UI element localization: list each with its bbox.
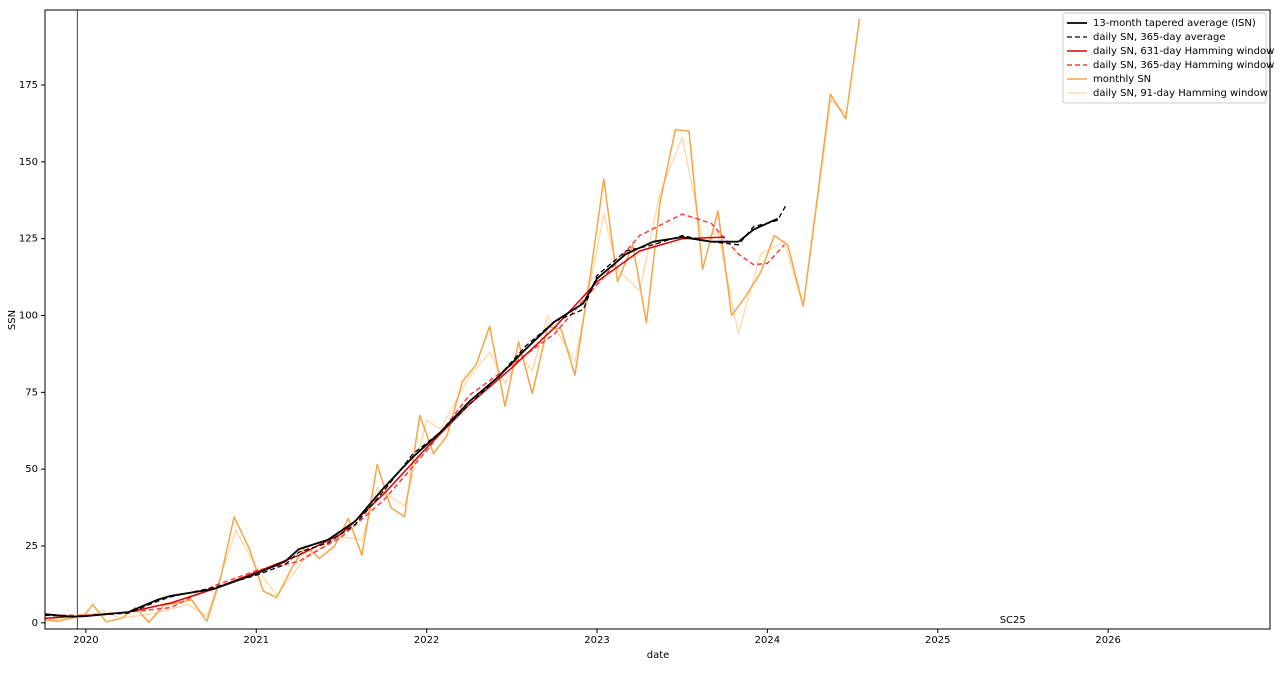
x-axis-label: date	[647, 650, 670, 661]
y-tick-label: 125	[19, 234, 38, 245]
x-tick-label: 2026	[1095, 635, 1120, 646]
x-tick-label: 2022	[414, 635, 439, 646]
x-tick-label: 2021	[244, 635, 269, 646]
legend-label: daily SN, 631-day Hamming window	[1093, 46, 1274, 57]
x-tick-label: 2025	[925, 635, 950, 646]
legend-label: monthly SN	[1093, 74, 1151, 85]
y-tick-label: 175	[19, 80, 38, 91]
legend-label: daily SN, 365-day average	[1093, 32, 1226, 43]
y-tick-label: 150	[19, 157, 38, 168]
y-tick-label: 0	[32, 618, 38, 629]
x-tick-label: 2023	[584, 635, 609, 646]
series-line	[44, 236, 725, 619]
y-axis-label: SSN	[7, 310, 18, 330]
plot-frame	[44, 9, 1271, 630]
y-tick-label: 75	[25, 387, 38, 398]
y-tick-label: 25	[25, 541, 38, 552]
y-tick-label: 50	[25, 464, 38, 475]
legend-label: daily SN, 91-day Hamming window	[1093, 88, 1268, 99]
legend-box	[1062, 12, 1267, 104]
series-line	[44, 217, 778, 618]
annotation: SC25	[1000, 615, 1026, 626]
series-line	[44, 204, 787, 618]
legend-label: daily SN, 365-day Hamming window	[1093, 60, 1274, 71]
series-line	[44, 18, 861, 623]
y-tick-label: 100	[19, 311, 38, 322]
x-tick-label: 2020	[73, 635, 98, 646]
x-tick-label: 2024	[755, 635, 780, 646]
legend-label: 13-month tapered average (ISN)	[1093, 18, 1256, 29]
